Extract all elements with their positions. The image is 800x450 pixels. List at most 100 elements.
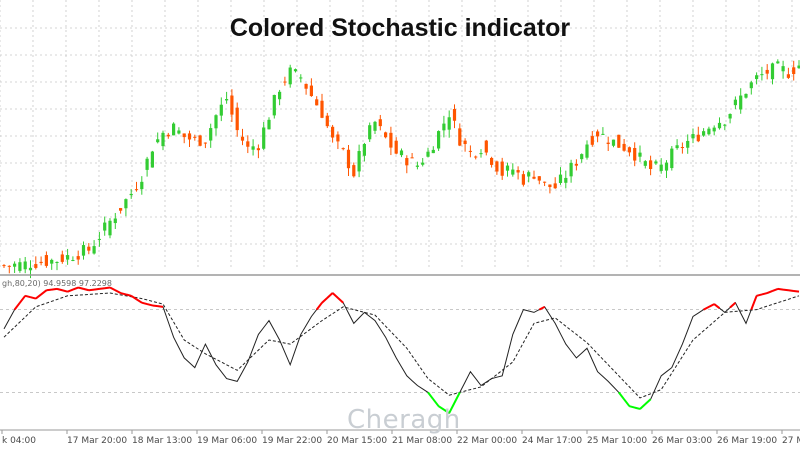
overbought-segment <box>152 304 158 308</box>
bear-candle <box>193 136 197 138</box>
bear-candle <box>633 147 637 161</box>
bear-candle <box>235 107 239 131</box>
overbought-segment <box>756 293 763 297</box>
overbought-segment <box>788 289 794 292</box>
bull-candle <box>113 218 117 224</box>
overbought-segment <box>109 286 116 292</box>
bull-candle <box>728 113 732 119</box>
overbought-segment <box>40 289 48 296</box>
overbought-segment <box>326 292 334 299</box>
overbought-segment <box>99 287 105 290</box>
bull-candle <box>733 99 737 106</box>
time-label: 18 Mar 13:00 <box>132 436 192 446</box>
bull-candle <box>442 123 446 131</box>
bull-candle <box>601 133 605 135</box>
overbought-segment <box>46 288 52 292</box>
overbought-segment <box>772 287 779 292</box>
bear-candle <box>548 184 552 188</box>
time-label: 26 Mar 19:00 <box>717 436 777 446</box>
oversold-segment <box>427 391 435 400</box>
overbought-segment <box>77 286 84 290</box>
bear-candle <box>521 174 525 185</box>
bull-candle <box>686 140 690 148</box>
bear-candle <box>452 109 457 121</box>
oversold-segment <box>432 398 440 407</box>
time-label: k 04:00 <box>2 436 36 446</box>
time-label: 21 Mar 08:00 <box>392 436 452 446</box>
bull-candle <box>643 161 647 166</box>
overbought-segment <box>19 295 26 304</box>
bull-candle <box>511 169 515 175</box>
stochastic-panel <box>3 286 800 414</box>
stoch-signal-line <box>3 292 800 399</box>
bull-candle <box>103 222 107 231</box>
bear-candle <box>596 131 600 137</box>
bear-candle <box>198 135 202 146</box>
overbought-segment <box>713 303 721 310</box>
bear-candle <box>606 142 610 144</box>
bull-candle <box>776 61 780 64</box>
bear-candle <box>384 132 388 138</box>
bear-candle <box>680 147 684 149</box>
bear-candle <box>256 148 260 151</box>
bear-candle <box>230 95 234 115</box>
grid <box>0 0 800 393</box>
time-label: 22 Mar 00:00 <box>457 436 517 446</box>
bull-candle <box>362 143 366 156</box>
bull-candle <box>156 139 160 143</box>
overbought-segment <box>135 298 143 304</box>
bull-candle <box>28 267 33 271</box>
bull-candle <box>755 75 759 80</box>
bull-candle <box>505 165 510 171</box>
overbought-segment <box>321 297 328 304</box>
overbought-segment <box>315 302 323 311</box>
overbought-segment <box>67 288 74 293</box>
bull-candle <box>293 69 298 72</box>
bull-candle <box>23 261 27 270</box>
bear-candle <box>34 264 38 268</box>
bear-candle <box>474 156 478 158</box>
overbought-segment <box>766 290 773 294</box>
bull-candle <box>209 128 213 141</box>
stoch-main-line <box>3 286 800 414</box>
bull-candle <box>707 128 711 135</box>
bear-candle <box>378 119 382 127</box>
bear-candle <box>331 126 335 138</box>
candles <box>2 59 800 279</box>
overbought-segment <box>729 301 737 309</box>
bull-candle <box>145 158 149 170</box>
bear-candle <box>352 165 356 177</box>
overbought-segment <box>703 305 710 311</box>
bull-candle <box>129 193 133 196</box>
bull-candle <box>421 162 425 165</box>
bull-candle <box>288 67 292 85</box>
bull-candle <box>368 125 372 140</box>
time-label: 20 Mar 15:00 <box>327 436 387 446</box>
bull-candle <box>479 153 483 155</box>
bull-candle <box>585 144 589 158</box>
bear-candle <box>627 147 631 153</box>
oversold-segment <box>623 398 631 407</box>
oversold-segment <box>634 406 641 410</box>
overbought-segment <box>141 301 148 306</box>
bear-candle <box>283 81 287 83</box>
bull-candle <box>675 145 679 149</box>
bull-candle <box>749 82 753 89</box>
bull-candle <box>140 181 144 190</box>
bull-candle <box>723 124 727 126</box>
bull-candle <box>219 104 223 116</box>
time-label: 25 Mar 10:00 <box>587 436 647 446</box>
bear-candle <box>87 246 91 251</box>
bull-candle <box>659 164 663 171</box>
bear-candle <box>2 265 6 267</box>
overbought-segment <box>24 294 31 299</box>
bull-candle <box>66 255 70 260</box>
bear-candle <box>166 134 170 137</box>
bull-candle <box>744 93 748 98</box>
bull-candle <box>691 134 695 139</box>
bear-candle <box>405 158 409 166</box>
bull-candle <box>81 245 86 256</box>
overbought-segment <box>114 289 122 294</box>
bull-candle <box>399 150 404 156</box>
